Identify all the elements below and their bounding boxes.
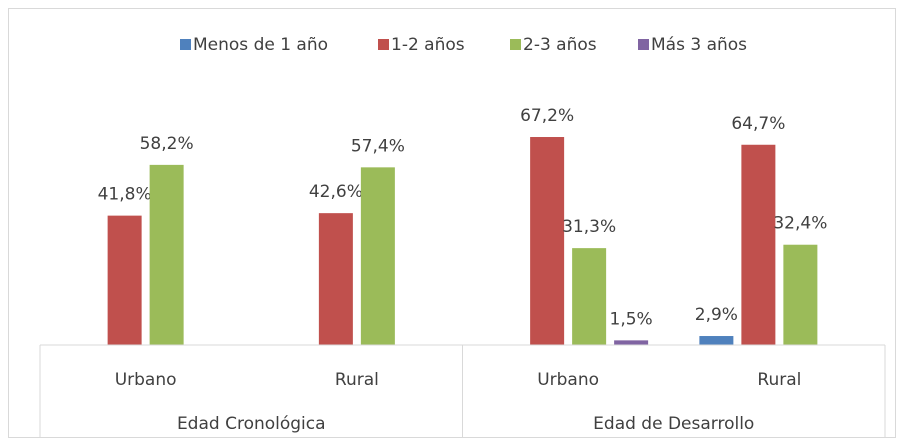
legend-label: Menos de 1 año [193,35,328,55]
legend-swatch [180,39,191,50]
legend-swatch [510,39,521,50]
data-label: 31,3% [562,217,616,237]
data-label: 42,6% [309,182,363,202]
legend-label: 2-3 años [523,35,597,55]
data-label: 32,4% [773,214,827,234]
data-label: 58,2% [140,134,194,154]
group-label: Edad Cronológica [177,414,326,434]
bar [318,213,353,345]
bar [741,144,776,345]
bar [530,137,565,345]
group-label: Edad de Desarrollo [593,414,754,434]
legend-label: 1-2 años [391,35,465,55]
legend-swatch [638,39,649,50]
data-label: 67,2% [520,106,574,126]
bar [783,244,818,345]
bar [107,215,142,345]
x-tick-label: Rural [335,370,379,390]
x-tick-label: Rural [757,370,801,390]
bar [699,336,734,345]
data-label: 2,9% [695,305,738,325]
legend-swatch [378,39,389,50]
bar [149,164,184,345]
legend-label: Más 3 años [651,35,747,55]
data-label: 1,5% [610,309,653,329]
bar [572,248,607,345]
bar [360,167,395,345]
data-label: 57,4% [351,136,405,156]
x-tick-label: Urbano [115,370,177,390]
data-label: 41,8% [98,185,152,205]
x-tick-label: Urbano [537,370,599,390]
data-label: 64,7% [731,114,785,134]
bar [614,340,649,345]
